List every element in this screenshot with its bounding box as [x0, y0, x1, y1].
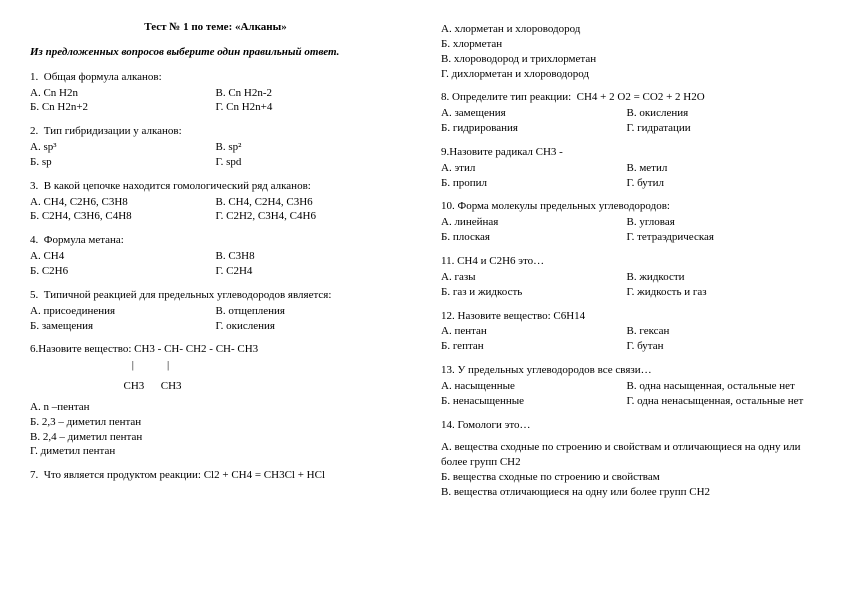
q10-opt-b: Б. плоская [441, 230, 627, 245]
question-6: 6.Назовите вещество: CH3 - CH- CH2 - CH-… [30, 342, 401, 459]
q14-opt-v: В. вещества отличающиеся на одну или бол… [441, 485, 812, 500]
q7-opt-v: В. хлороводород и трихлорметан [441, 52, 812, 67]
question-9: 9.Назовите радикал CH3 - А. этил В. мети… [441, 145, 812, 191]
q6-bonds: | | [30, 358, 401, 373]
q4-opt-a: А. CH4 [30, 249, 216, 264]
q3-opt-b: Б. C2H4, C3H6, C4H8 [30, 209, 216, 224]
q7-opt-b: Б. хлорметан [441, 37, 812, 52]
question-12: 12. Назовите вещество: C6H14 А. пентан В… [441, 309, 812, 355]
q3-opt-v: В. CH4, C2H4, C3H6 [216, 195, 402, 210]
q11-opt-g: Г. жидкость и газ [627, 285, 813, 300]
q1-text: 1. Общая формула алканов: [30, 70, 401, 85]
q6-groups: CH3 CH3 [30, 379, 401, 394]
q1-opt-b: Б. Сn H2n+2 [30, 100, 216, 115]
q3-text: 3. В какой цепочке находится гомологичес… [30, 179, 401, 194]
q11-opt-b: Б. газ и жидкость [441, 285, 627, 300]
q5-text: 5. Типичной реакцией для предельных угле… [30, 288, 401, 303]
q7-opt-g: Г. дихлорметан и хлороводород [441, 67, 812, 82]
left-column: Тест № 1 по теме: «Алканы» Из предложенн… [30, 20, 401, 509]
test-title: Тест № 1 по теме: «Алканы» [30, 20, 401, 35]
q6-opt-b: Б. 2,3 – диметил пентан [30, 415, 401, 430]
q13-opt-v: В. одна насыщенная, остальные нет [627, 379, 813, 394]
question-10: 10. Форма молекулы предельных углеводоро… [441, 199, 812, 245]
question-4: 4. Формула метана: А. CH4 В. C3H8 Б. C2H… [30, 233, 401, 279]
q12-text: 12. Назовите вещество: C6H14 [441, 309, 812, 324]
q14-opt-b: Б. вещества сходные по строению и свойст… [441, 470, 812, 485]
question-7: 7. Что является продуктом реакции: Cl2 +… [30, 468, 401, 483]
q12-opt-b: Б. гептан [441, 339, 627, 354]
q13-opt-b: Б. ненасыщенные [441, 394, 627, 409]
document-page: Тест № 1 по теме: «Алканы» Из предложенн… [30, 20, 812, 509]
q10-opt-a: А. линейная [441, 215, 627, 230]
q8-opt-a: А. замещения [441, 106, 627, 121]
question-1: 1. Общая формула алканов: А. Сn H2n В. С… [30, 70, 401, 116]
q9-opt-v: В. метил [627, 161, 813, 176]
q12-opt-g: Г. бутан [627, 339, 813, 354]
q11-opt-a: А. газы [441, 270, 627, 285]
instruction: Из предложенных вопросов выберите один п… [30, 45, 401, 60]
q13-opt-g: Г. одна ненасыщенная, остальные нет [627, 394, 813, 409]
question-11: 11. CH4 и C2H6 это… А. газы В. жидкости … [441, 254, 812, 300]
q8-opt-b: Б. гидрирования [441, 121, 627, 136]
q4-text: 4. Формула метана: [30, 233, 401, 248]
q1-opt-v: В. Сn H2n-2 [216, 86, 402, 101]
q9-opt-a: А. этил [441, 161, 627, 176]
q14-text: 14. Гомологи это… [441, 418, 812, 433]
q5-opt-b: Б. замещения [30, 319, 216, 334]
q6-opt-a: А. n –пентан [30, 400, 401, 415]
q8-opt-g: Г. гидратации [627, 121, 813, 136]
q4-opt-b: Б. C2H6 [30, 264, 216, 279]
q9-opt-g: Г. бутил [627, 176, 813, 191]
question-3: 3. В какой цепочке находится гомологичес… [30, 179, 401, 225]
q9-text: 9.Назовите радикал CH3 - [441, 145, 812, 160]
right-column: А. хлорметан и хлороводород Б. хлорметан… [441, 20, 812, 509]
q4-opt-v: В. C3H8 [216, 249, 402, 264]
q2-opt-b: Б. sp [30, 155, 216, 170]
q13-opt-a: А. насыщенные [441, 379, 627, 394]
q3-opt-a: А. CH4, C2H6, C3H8 [30, 195, 216, 210]
q10-opt-g: Г. тетраэдрическая [627, 230, 813, 245]
q10-text: 10. Форма молекулы предельных углеводоро… [441, 199, 812, 214]
q2-opt-a: А. sp³ [30, 140, 216, 155]
question-7-opts: А. хлорметан и хлороводород Б. хлорметан… [441, 22, 812, 81]
q11-opt-v: В. жидкости [627, 270, 813, 285]
q10-opt-v: В. угловая [627, 215, 813, 230]
q2-opt-g: Г. spd [216, 155, 402, 170]
q8-text: 8. Определите тип реакции: CH4 + 2 O2 = … [441, 90, 812, 105]
q11-text: 11. CH4 и C2H6 это… [441, 254, 812, 269]
question-14: 14. Гомологи это… А. вещества сходные по… [441, 418, 812, 500]
q5-opt-a: А. присоединения [30, 304, 216, 319]
q14-opt-a: А. вещества сходные по строению и свойст… [441, 440, 812, 470]
question-2: 2. Тип гибридизации у алканов: А. sp³ В.… [30, 124, 401, 170]
q1-opt-g: Г. Сn H2n+4 [216, 100, 402, 115]
q6-opt-v: В. 2,4 – диметил пентан [30, 430, 401, 445]
q12-opt-a: А. пентан [441, 324, 627, 339]
q12-opt-v: В. гексан [627, 324, 813, 339]
q8-opt-v: В. окисления [627, 106, 813, 121]
q5-opt-g: Г. окисления [216, 319, 402, 334]
question-8: 8. Определите тип реакции: CH4 + 2 O2 = … [441, 90, 812, 136]
q9-opt-b: Б. пропил [441, 176, 627, 191]
q5-opt-v: В. отщепления [216, 304, 402, 319]
q7-opt-a: А. хлорметан и хлороводород [441, 22, 812, 37]
q2-opt-v: В. sp² [216, 140, 402, 155]
q4-opt-g: Г. C2H4 [216, 264, 402, 279]
q6-text: 6.Назовите вещество: CH3 - CH- CH2 - CH-… [30, 342, 401, 357]
question-13: 13. У предельных углеводородов все связи… [441, 363, 812, 409]
q7-text: 7. Что является продуктом реакции: Cl2 +… [30, 468, 401, 483]
q13-text: 13. У предельных углеводородов все связи… [441, 363, 812, 378]
q6-opt-g: Г. диметил пентан [30, 444, 401, 459]
q1-opt-a: А. Сn H2n [30, 86, 216, 101]
q3-opt-g: Г. C2H2, C3H4, C4H6 [216, 209, 402, 224]
question-5: 5. Типичной реакцией для предельных угле… [30, 288, 401, 334]
q2-text: 2. Тип гибридизации у алканов: [30, 124, 401, 139]
